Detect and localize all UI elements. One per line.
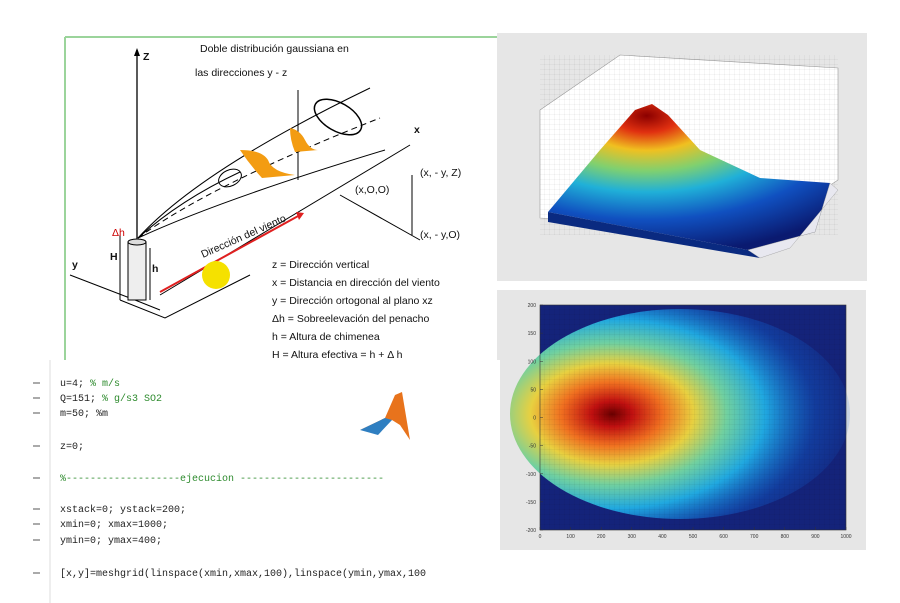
code-line: Q=151; % g/s3 SO2 — [60, 393, 162, 405]
code-comment: % m/s — [90, 378, 120, 390]
code-editor: u=4; % m/s Q=151; % g/s3 SO2 m=50; %m z=0; %--… — [25, 360, 500, 603]
legend-line: y = Dirección ortogonal al plano xz — [272, 295, 433, 307]
grid — [539, 304, 847, 531]
legend-line: z = Dirección vertical — [272, 259, 369, 271]
x-tick-label: 1000 — [840, 534, 851, 540]
axis-label: y — [72, 259, 78, 271]
legend: z = Dirección vertical x = Distancia en d… — [272, 259, 440, 361]
surface-side — [747, 182, 839, 259]
y-tick-label: 100 — [528, 359, 537, 365]
x-tick-label: 400 — [658, 534, 667, 540]
code-line: u=4; % m/s — [60, 378, 120, 390]
code-text: u=4; — [60, 379, 84, 390]
y-tick-label: 50 — [530, 387, 536, 393]
code-line: ymin=0; ymax=400; — [60, 535, 162, 547]
legend-line: H = Altura efectiva = h + Δ h — [272, 349, 403, 361]
x-tick-label: 300 — [628, 534, 637, 540]
heatmap-plot: 0 100 200 300 400 500 600 700 800 900 100020015010… — [497, 290, 866, 550]
editor — [25, 360, 500, 603]
legend-line: x = Distancia en dirección del viento — [272, 277, 440, 289]
gaussian-profile — [290, 128, 318, 152]
x-tick-label: 0 — [539, 534, 542, 540]
code-lines: u=4; % m/s Q=151; % g/s3 SO2 m=50; %m z=0; %--… — [33, 378, 426, 580]
x-tick-label: 600 — [719, 534, 728, 540]
y-tick-label: -50 — [529, 444, 536, 450]
arrow-head — [134, 48, 140, 56]
point-label: (x, - y, Z) — [420, 167, 461, 179]
y-tick-label: 0 — [533, 416, 536, 422]
x-tick-label: 100 — [566, 534, 575, 540]
ticks: 0 100 200 300 400 500 600 700 800 900 100020015010… — [526, 303, 852, 540]
y-tick-label: -100 — [526, 472, 536, 478]
wind-arrow — [159, 214, 301, 293]
y-tick-label: -200 — [526, 528, 536, 534]
code-text: ymin=0; ymax=400; — [60, 535, 162, 547]
x-tick-label: 900 — [811, 534, 820, 540]
code-text: xstack=0; ystack=200; — [60, 504, 186, 516]
diagram-title: Doble distribución gaussiana en — [200, 43, 349, 55]
stack — [127, 241, 147, 301]
dim-label: Δh — [112, 227, 125, 239]
diagram: Doble distribución gaussiana en las dire… — [64, 36, 500, 361]
code-text: m=50; %m — [60, 409, 108, 420]
matlab-logo — [360, 392, 410, 440]
code-comment: % g/s3 SO2 — [102, 393, 162, 405]
legend-line: Δh = Sobreelevación del penacho — [272, 313, 429, 325]
stack-top — [127, 238, 147, 246]
plume-edge — [137, 149, 386, 239]
arrow-head — [296, 212, 304, 220]
code-line: xstack=0; ystack=200; — [60, 504, 186, 516]
cursor-highlight — [202, 261, 230, 289]
x-tick-label: 500 — [689, 534, 698, 540]
y-tick-label: -150 — [526, 500, 536, 506]
surface — [548, 104, 830, 250]
x-tick-label: 800 — [781, 534, 790, 540]
y-tick-label: 200 — [528, 303, 537, 309]
code-text: xmin=0; xmax=1000; — [60, 519, 168, 531]
projection-line — [339, 194, 421, 241]
code-text: Q=151; — [60, 394, 96, 405]
gaussian-profile — [240, 150, 295, 178]
point-label: (x,O,O) — [355, 184, 389, 196]
code-comment: %-------------------ejecucion ----------… — [60, 473, 384, 485]
dim-label: h — [152, 263, 158, 275]
code-line: [x,y]=meshgrid(linspace(xmin,xmax,100),l… — [60, 568, 426, 580]
dim-label: H — [110, 251, 118, 263]
x-tick-label: 200 — [597, 534, 606, 540]
legend-line: h = Altura de chimenea — [272, 331, 380, 343]
plume-edge — [137, 87, 371, 239]
axis-label: x — [414, 124, 420, 136]
code-text: z=0; — [60, 442, 84, 453]
wind-label: Dirección del viento — [199, 212, 288, 260]
diagram-title: las direcciones y - z — [195, 67, 287, 79]
cross-section — [313, 98, 363, 136]
point-label: (x, - y,O) — [420, 229, 460, 241]
surface-plot — [497, 33, 867, 281]
y-tick-label: 150 — [528, 331, 537, 337]
code-line: xmin=0; xmax=1000; — [60, 519, 168, 531]
cross-section — [218, 168, 242, 188]
code-line: z=0; — [60, 442, 84, 453]
x-tick-label: 700 — [750, 534, 759, 540]
axis-label: Z — [143, 51, 150, 63]
code-line: %-------------------ejecucion ----------… — [60, 473, 384, 485]
plume-edge — [137, 171, 241, 239]
plume-centerline — [137, 117, 381, 239]
code-line: m=50; %m — [60, 409, 108, 420]
matlab-logo — [360, 418, 392, 435]
surface-edge — [548, 212, 760, 258]
ground-line — [119, 274, 251, 319]
code-text: [x,y]=meshgrid(linspace(xmin,xmax,100),l… — [60, 568, 426, 580]
